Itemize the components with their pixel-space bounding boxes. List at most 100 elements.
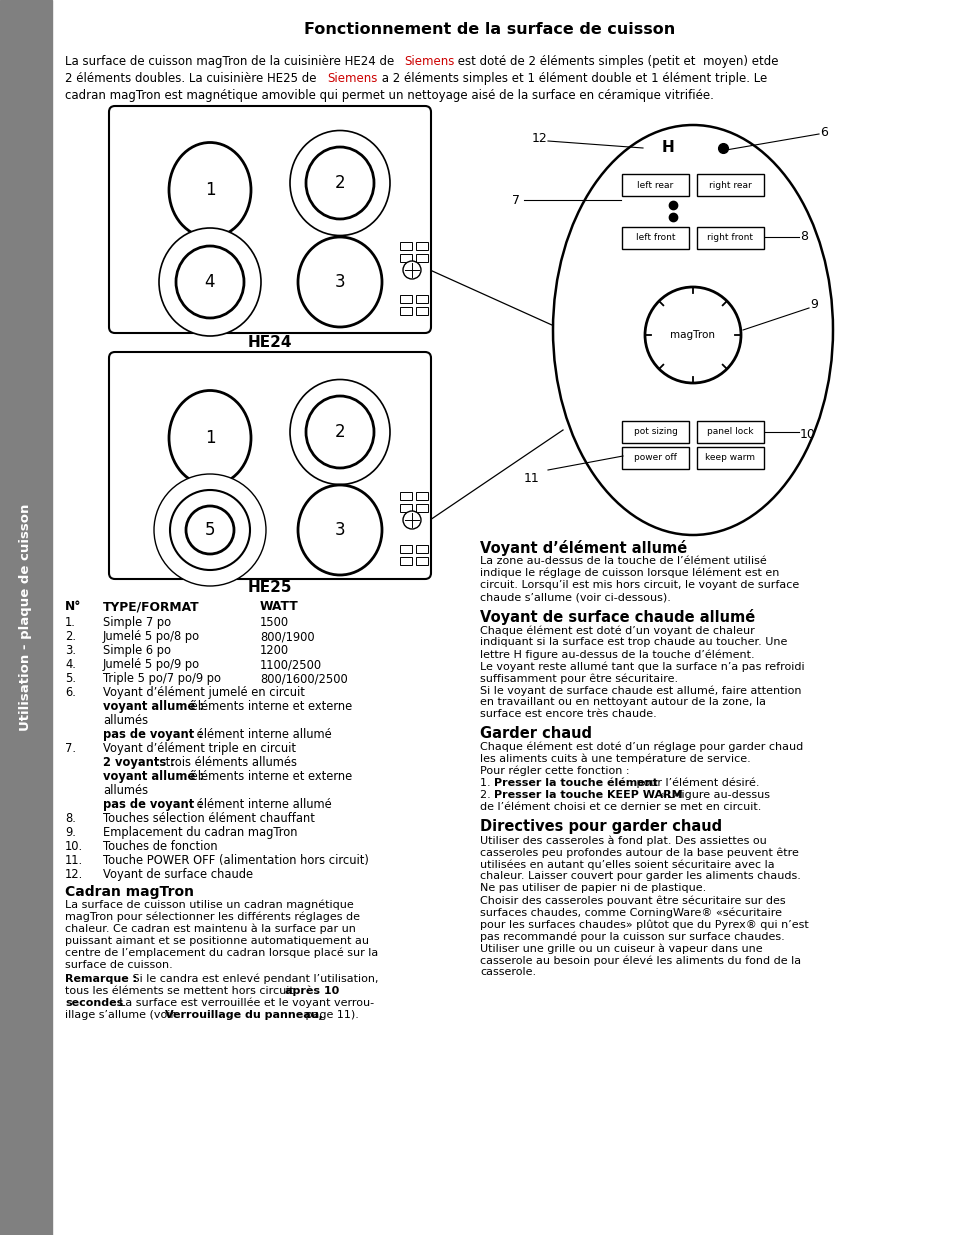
Text: La zone au-dessus de la touche de l’élément utilisé: La zone au-dessus de la touche de l’élém…	[479, 556, 766, 566]
FancyBboxPatch shape	[621, 421, 688, 443]
Ellipse shape	[297, 485, 381, 576]
Text: pas recommandé pour la cuisson sur surface chaudes.: pas recommandé pour la cuisson sur surfa…	[479, 931, 784, 941]
Text: 1.: 1.	[479, 778, 494, 788]
Circle shape	[402, 511, 420, 529]
Ellipse shape	[306, 147, 374, 219]
Text: 2: 2	[335, 424, 345, 441]
Text: élément interne allumé: élément interne allumé	[193, 798, 332, 811]
Text: 2 éléments doubles. La cuisinière HE25 de: 2 éléments doubles. La cuisinière HE25 d…	[65, 72, 320, 85]
Text: 5: 5	[205, 521, 215, 538]
Text: tous les éléments se mettent hors circuit: tous les éléments se mettent hors circui…	[65, 986, 297, 995]
Text: power off: power off	[634, 453, 677, 462]
Bar	[399, 308, 412, 315]
Bar	[416, 254, 428, 262]
Circle shape	[644, 287, 740, 383]
Text: 6: 6	[820, 126, 827, 138]
Text: voyant allumé :: voyant allumé :	[103, 700, 204, 713]
Bar	[399, 254, 412, 262]
Text: en travaillant ou en nettoyant autour de la zone, la: en travaillant ou en nettoyant autour de…	[479, 697, 765, 706]
Text: Jumelé 5 po/8 po: Jumelé 5 po/8 po	[103, 630, 200, 643]
Text: . La surface est verrouillée et le voyant verrou-: . La surface est verrouillée et le voyan…	[112, 998, 374, 1009]
FancyBboxPatch shape	[621, 174, 688, 196]
Text: puissant aimant et se positionne automatiquement au: puissant aimant et se positionne automat…	[65, 936, 369, 946]
Text: après 10: après 10	[285, 986, 339, 997]
Text: WATT: WATT	[260, 600, 298, 613]
Ellipse shape	[553, 125, 832, 535]
Text: éléments interne et externe: éléments interne et externe	[187, 769, 352, 783]
Text: surface de cuisson.: surface de cuisson.	[65, 960, 172, 969]
Text: 9.: 9.	[65, 826, 76, 839]
Text: figure au-dessus: figure au-dessus	[673, 790, 769, 800]
Text: éléments interne et externe: éléments interne et externe	[187, 700, 352, 713]
Text: HE24: HE24	[248, 335, 292, 350]
Text: chaleur. Ce cadran est maintenu à la surface par un: chaleur. Ce cadran est maintenu à la sur…	[65, 924, 355, 935]
Text: Fonctionnement de la surface de cuisson: Fonctionnement de la surface de cuisson	[304, 22, 675, 37]
Bar	[416, 308, 428, 315]
Text: illage s’allume (voir: illage s’allume (voir	[65, 1010, 178, 1020]
Text: 1: 1	[205, 182, 215, 199]
Text: casseroles peu profondes autour de la base peuvent être: casseroles peu profondes autour de la ba…	[479, 847, 798, 857]
Text: secondes: secondes	[65, 998, 123, 1008]
Ellipse shape	[175, 246, 244, 317]
Text: circuit. Lorsqu’il est mis hors circuit, le voyant de surface: circuit. Lorsqu’il est mis hors circuit,…	[479, 580, 799, 590]
Text: trois éléments allumés: trois éléments allumés	[162, 756, 296, 769]
Bar	[399, 557, 412, 564]
Text: indique le réglage de cuisson lorsque lélément est en: indique le réglage de cuisson lorsque lé…	[479, 568, 779, 578]
Text: est doté de 2 éléments simples (petit et  moyen) etde: est doté de 2 éléments simples (petit et…	[454, 56, 778, 68]
Text: surfaces chaudes, comme CorningWare® «sécuritaire: surfaces chaudes, comme CorningWare® «sé…	[479, 906, 781, 918]
Text: Voyant d’élément jumelé en circuit: Voyant d’élément jumelé en circuit	[103, 685, 305, 699]
FancyBboxPatch shape	[621, 227, 688, 249]
FancyBboxPatch shape	[621, 447, 688, 469]
Text: N°: N°	[65, 600, 81, 613]
Text: La surface de cuisson magTron de la cuisinière HE24 de: La surface de cuisson magTron de la cuis…	[65, 56, 397, 68]
Text: magTron pour sélectionner les différents réglages de: magTron pour sélectionner les différents…	[65, 911, 359, 923]
FancyBboxPatch shape	[109, 106, 431, 333]
Text: 1100/2500: 1100/2500	[260, 658, 322, 671]
Bar	[399, 242, 412, 249]
Text: casserole.: casserole.	[479, 967, 536, 977]
Text: Siemens: Siemens	[403, 56, 454, 68]
Text: cadran magTron est magnétique amovible qui permet un nettoyage aisé de la surfac: cadran magTron est magnétique amovible q…	[65, 89, 713, 103]
Text: 800/1900: 800/1900	[260, 630, 314, 643]
Text: Ne pas utiliser de papier ni de plastique.: Ne pas utiliser de papier ni de plastiqu…	[479, 883, 705, 893]
Bar	[416, 242, 428, 249]
FancyBboxPatch shape	[109, 352, 431, 579]
Text: 11: 11	[523, 472, 539, 484]
FancyBboxPatch shape	[697, 227, 763, 249]
Text: chaude s’allume (voir ci-dessous).: chaude s’allume (voir ci-dessous).	[479, 592, 670, 601]
Text: Touches de fonction: Touches de fonction	[103, 840, 217, 853]
Text: élément interne allumé: élément interne allumé	[193, 727, 332, 741]
Text: Triple 5 po/7 po/9 po: Triple 5 po/7 po/9 po	[103, 672, 221, 685]
Bar	[416, 545, 428, 553]
Text: utilisées en autant qu’elles soient sécuritaire avec la: utilisées en autant qu’elles soient sécu…	[479, 860, 774, 869]
Text: Simple 7 po: Simple 7 po	[103, 616, 171, 629]
Text: a 2 éléments simples et 1 élément double et 1 élément triple. Le: a 2 éléments simples et 1 élément double…	[377, 72, 766, 85]
Text: pour l’élément désiré.: pour l’élément désiré.	[633, 778, 759, 788]
Text: 10.: 10.	[65, 840, 83, 853]
Text: Voyant de surface chaude: Voyant de surface chaude	[103, 868, 253, 881]
Text: 4.: 4.	[65, 658, 76, 671]
Bar	[0, 0, 52, 1235]
Text: centre de l’emplacement du cadran lorsque placé sur la: centre de l’emplacement du cadran lorsqu…	[65, 948, 377, 958]
Bar	[399, 545, 412, 553]
Bar	[399, 492, 412, 500]
Text: lettre H figure au-dessus de la touche d’élément.: lettre H figure au-dessus de la touche d…	[479, 650, 754, 659]
Text: Siemens: Siemens	[327, 72, 377, 85]
Text: . «L»: . «L»	[652, 790, 679, 800]
Bar	[416, 295, 428, 303]
Ellipse shape	[169, 142, 251, 237]
Text: Cadran magTron: Cadran magTron	[65, 885, 193, 899]
Text: Directives pour garder chaud: Directives pour garder chaud	[479, 819, 721, 834]
Text: 2 voyants :: 2 voyants :	[103, 756, 174, 769]
Text: de l’élément choisi et ce dernier se met en circuit.: de l’élément choisi et ce dernier se met…	[479, 802, 760, 811]
Text: chaleur. Laisser couvert pour garder les aliments chauds.: chaleur. Laisser couvert pour garder les…	[479, 871, 800, 881]
Ellipse shape	[290, 131, 390, 236]
Text: 6.: 6.	[65, 685, 76, 699]
Bar	[416, 504, 428, 513]
Text: 1500: 1500	[260, 616, 289, 629]
Bar	[416, 492, 428, 500]
Text: 3: 3	[335, 521, 345, 538]
Text: Si le candra est enlevé pendant l’utilisation,: Si le candra est enlevé pendant l’utilis…	[129, 974, 378, 984]
Ellipse shape	[153, 474, 266, 585]
Text: page 11).: page 11).	[302, 1010, 358, 1020]
